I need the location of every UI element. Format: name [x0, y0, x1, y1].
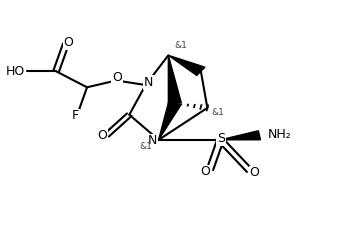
Polygon shape — [159, 102, 181, 140]
Text: O: O — [200, 165, 210, 178]
Text: &1: &1 — [139, 143, 152, 151]
Text: O: O — [64, 36, 73, 49]
Text: &1: &1 — [175, 41, 188, 51]
Text: S: S — [217, 132, 225, 145]
Text: &1: &1 — [211, 108, 224, 117]
Polygon shape — [168, 55, 205, 75]
Text: F: F — [72, 109, 79, 122]
Text: O: O — [98, 129, 108, 142]
Text: N: N — [147, 135, 157, 147]
Text: N: N — [144, 76, 154, 89]
Polygon shape — [168, 55, 181, 104]
Text: NH₂: NH₂ — [268, 128, 291, 141]
Polygon shape — [220, 131, 261, 140]
Text: HO: HO — [6, 65, 25, 78]
Text: O: O — [250, 166, 259, 179]
Text: O: O — [112, 70, 122, 84]
